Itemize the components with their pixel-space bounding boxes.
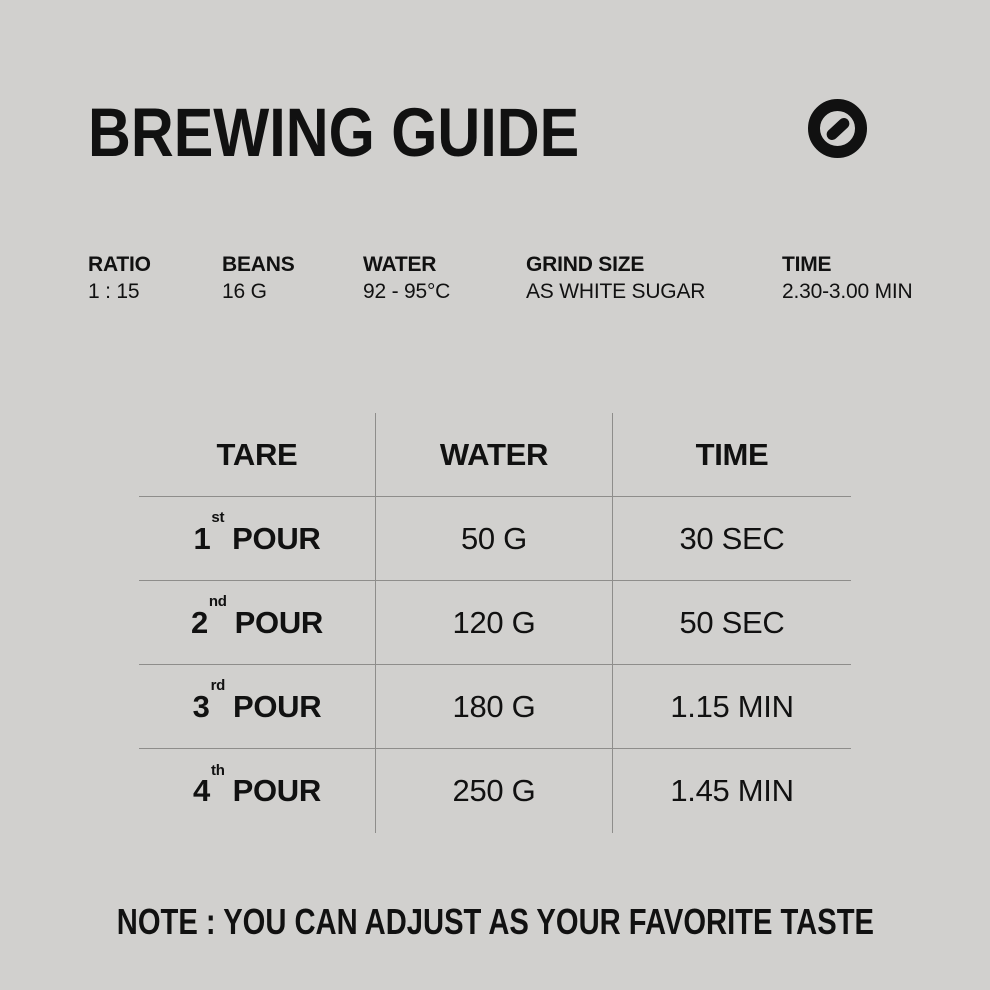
- water-value-cell: 120 G: [376, 581, 613, 665]
- spec-ratio: RATIO 1 : 15: [88, 251, 222, 305]
- spec-time: TIME 2.30-3.00 MIN: [782, 251, 913, 305]
- time-value-cell: 50 SEC: [613, 581, 851, 665]
- circle-slash-icon: [808, 99, 867, 158]
- spec-label: RATIO: [88, 253, 151, 276]
- spec-label: GRIND SIZE: [526, 253, 645, 276]
- pour-ordinal-suffix: rd: [210, 677, 226, 694]
- spec-value: 1 : 15: [88, 280, 140, 303]
- pour-ordinal-suffix: nd: [208, 593, 227, 610]
- pour-ordinal-suffix: th: [211, 761, 225, 779]
- time-value-cell: 30 SEC: [613, 497, 851, 581]
- spec-beans: BEANS 16 G: [222, 251, 363, 305]
- spec-grind-size: GRIND SIZE AS WHITE SUGAR: [526, 251, 782, 305]
- spec-label: WATER: [363, 253, 437, 276]
- spec-label: BEANS: [222, 253, 295, 276]
- footer-note: NOTE : YOU CAN ADJUST AS YOUR FAVORITE T…: [0, 902, 990, 942]
- spec-label: TIME: [782, 253, 832, 276]
- pour-ordinal-suffix: st: [211, 509, 225, 526]
- pour-word: POUR: [234, 604, 324, 640]
- page-title-text: BREWING GUIDE: [88, 94, 580, 171]
- water-value-cell: 180 G: [376, 665, 613, 749]
- specs-row: RATIO 1 : 15 BEANS 16 G WATER 92 - 95°C …: [88, 251, 913, 305]
- spec-value: 2.30-3.00 MIN: [782, 280, 913, 303]
- time-value-cell: 1.15 MIN: [613, 665, 851, 749]
- spec-water: WATER 92 - 95°C: [363, 251, 526, 305]
- water-value-cell: 250 G: [376, 749, 613, 833]
- pour-ordinal: 2: [190, 604, 208, 640]
- pour-ordinal: 4: [193, 773, 210, 808]
- pour-ordinal: 1: [193, 520, 211, 556]
- column-header-water: WATER: [376, 413, 613, 497]
- pour-word: POUR: [232, 520, 321, 556]
- time-value-cell: 1.45 MIN: [670, 773, 794, 808]
- water-value-cell: 50 G: [376, 497, 613, 581]
- pour-word: POUR: [232, 773, 322, 808]
- pour-word: POUR: [232, 688, 322, 724]
- spec-value: 92 - 95°C: [363, 280, 451, 303]
- footer-note-text: NOTE : YOU CAN ADJUST AS YOUR FAVORITE T…: [116, 901, 874, 942]
- column-header-tare: TARE: [139, 413, 376, 497]
- column-header-time: TIME: [613, 413, 851, 497]
- spec-value: AS WHITE SUGAR: [526, 280, 706, 303]
- spec-value: 16 G: [222, 280, 267, 303]
- pour-ordinal: 3: [192, 688, 210, 724]
- page-title: BREWING GUIDE: [88, 98, 659, 167]
